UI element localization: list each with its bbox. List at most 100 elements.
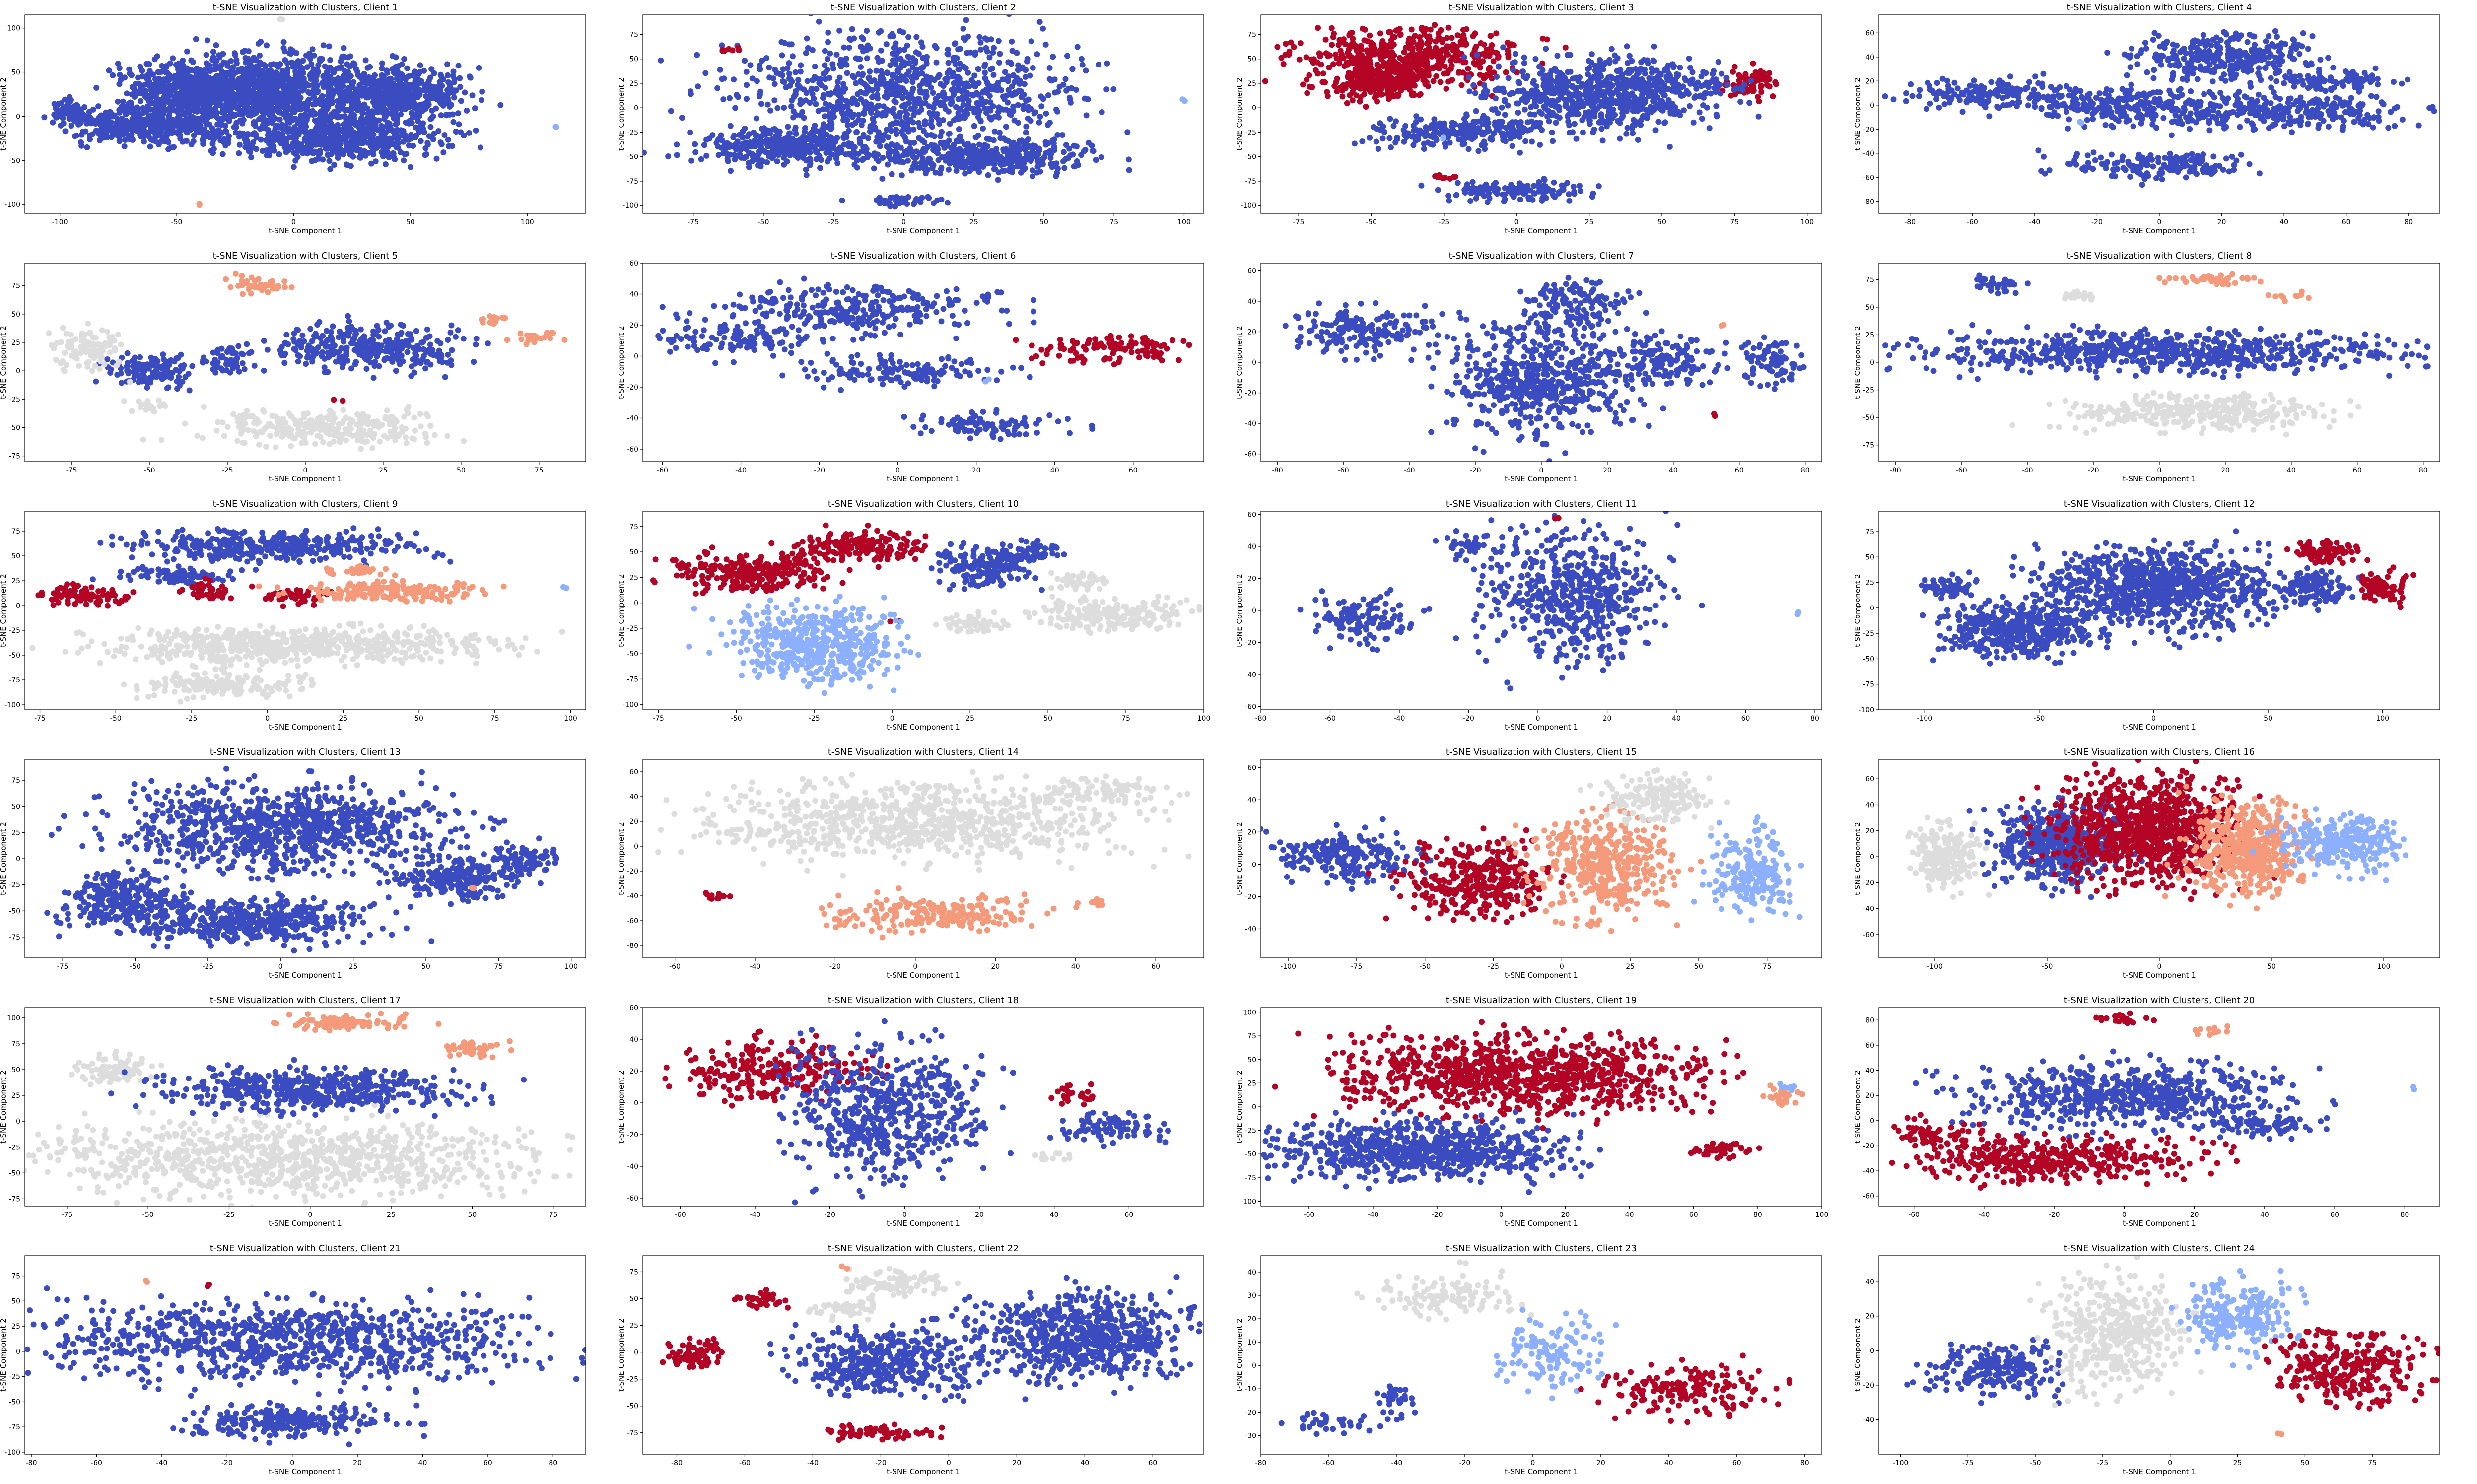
- scatter-point: [876, 29, 882, 36]
- scatter-point: [1063, 142, 1069, 148]
- scatter-point: [206, 62, 212, 68]
- scatter-point: [822, 113, 828, 120]
- scatter-point: [1065, 85, 1072, 92]
- scatter-point: [293, 74, 299, 81]
- scatter-point: [294, 89, 300, 96]
- scatter-point: [946, 67, 953, 74]
- scatter-point: [1179, 96, 1186, 103]
- scatter-point: [54, 114, 61, 120]
- scatter-point: [894, 150, 900, 156]
- scatter-point: [775, 135, 782, 142]
- scatter-point: [951, 91, 957, 97]
- scatter-point: [827, 91, 833, 98]
- scatter-point: [879, 133, 885, 139]
- scatter-point: [910, 119, 916, 126]
- scatter-point: [917, 87, 923, 94]
- scatter-point: [188, 126, 194, 132]
- scatter-point: [292, 108, 298, 114]
- scatter-point: [167, 105, 173, 111]
- scatter-point: [264, 42, 270, 49]
- x-tick-label: -50: [758, 218, 769, 226]
- scatter-point: [248, 112, 254, 119]
- scatter-point: [817, 165, 823, 171]
- scatter-point: [325, 65, 332, 71]
- scatter-point: [204, 75, 210, 82]
- scatter-point: [687, 129, 693, 135]
- scatter-point: [1029, 167, 1035, 174]
- scatter-point: [735, 44, 742, 51]
- scatter-point: [960, 25, 966, 32]
- scatter-point: [1005, 87, 1012, 93]
- scatter-point: [1337, 48, 1344, 54]
- scatter-point: [897, 77, 903, 84]
- scatter-point: [108, 134, 115, 140]
- scatter-point: [837, 61, 843, 67]
- scatter-point: [364, 115, 370, 121]
- scatter-point: [1005, 59, 1012, 66]
- scatter-point: [907, 140, 913, 146]
- scatter-point: [260, 104, 267, 110]
- scatter-point: [343, 90, 349, 96]
- scatter-point: [333, 148, 340, 155]
- scatter-point: [983, 110, 989, 116]
- scatter-point: [1008, 163, 1014, 169]
- scatter-point: [868, 78, 874, 85]
- scatter-point: [990, 103, 996, 109]
- scatter-point: [263, 79, 269, 85]
- scatter-point: [863, 90, 869, 97]
- scatter-point: [212, 134, 219, 140]
- scatter-point: [922, 170, 929, 177]
- scatter-point: [213, 77, 220, 83]
- scatter-point: [284, 119, 291, 125]
- x-tick-label: 75: [1109, 218, 1118, 226]
- scatter-point: [807, 131, 813, 137]
- scatter-point: [871, 150, 878, 157]
- scatter-point: [168, 144, 174, 151]
- scatter-point: [68, 123, 74, 129]
- scatter-point: [188, 141, 195, 147]
- scatter-point: [383, 113, 389, 119]
- scatter-point: [159, 137, 165, 144]
- scatter-point: [665, 153, 672, 159]
- scatter-point: [770, 153, 777, 160]
- scatter-point: [754, 115, 759, 122]
- scatter-point: [1006, 138, 1012, 144]
- scatter-point: [945, 200, 951, 206]
- scatter-point: [302, 114, 308, 121]
- scatter-point: [424, 140, 431, 146]
- scatter-point: [984, 90, 991, 96]
- scatter-point: [798, 138, 805, 145]
- scatter-point: [975, 80, 982, 86]
- scatter-point: [326, 158, 333, 164]
- scatter-point: [736, 132, 743, 138]
- scatter-point: [322, 110, 329, 117]
- scatter-point: [212, 62, 218, 68]
- scatter-point: [731, 133, 737, 138]
- scatter-point: [445, 72, 451, 78]
- x-tick-label: -25: [828, 218, 839, 226]
- scatter-point: [788, 41, 795, 48]
- scatter-point: [844, 70, 850, 76]
- scatter-point: [1023, 130, 1029, 136]
- scatter-point: [341, 78, 347, 84]
- scatter-point: [62, 128, 69, 135]
- scatter-point: [137, 124, 143, 130]
- scatter-point: [907, 106, 914, 112]
- scatter-point: [286, 76, 293, 82]
- scatter-point: [349, 144, 355, 151]
- scatter-point: [807, 157, 814, 163]
- scatter-point: [337, 87, 343, 94]
- scatter-point: [1437, 79, 1444, 85]
- scatter-point: [818, 157, 824, 163]
- scatter-point: [157, 69, 163, 75]
- scatter-point: [388, 93, 395, 99]
- scatter-point: [917, 199, 924, 205]
- scatter-point: [885, 161, 891, 168]
- scatter-point: [1023, 67, 1029, 73]
- scatter-point: [288, 59, 295, 66]
- scatter-point: [185, 85, 191, 91]
- scatter-point: [184, 130, 190, 136]
- scatter-point: [314, 89, 320, 96]
- scatter-point: [457, 75, 463, 81]
